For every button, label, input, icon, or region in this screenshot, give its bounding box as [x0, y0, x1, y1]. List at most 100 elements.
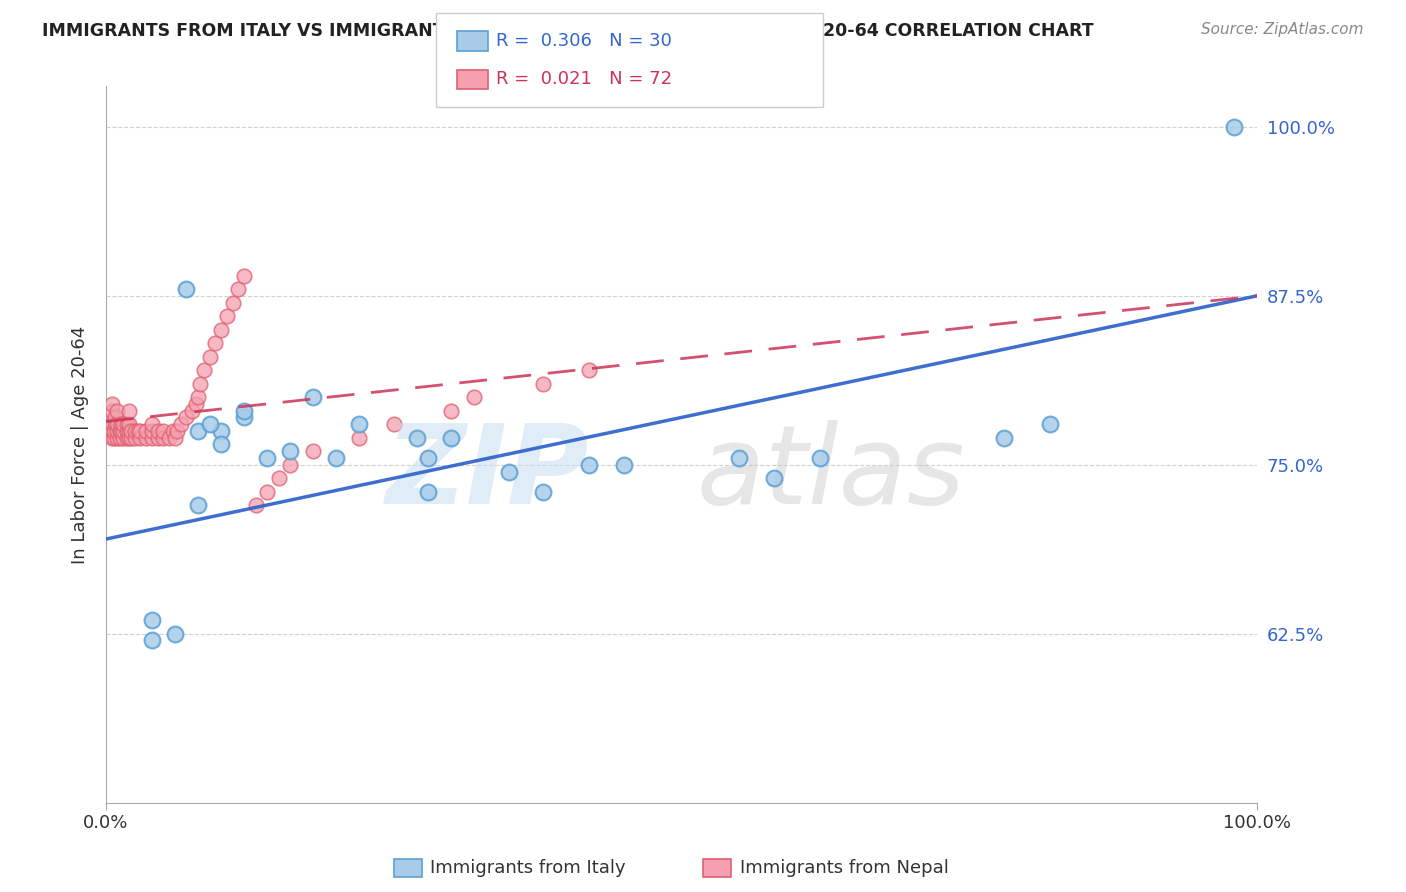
- Point: [1039, 417, 1062, 432]
- Point: [578, 458, 600, 472]
- Point: [115, 417, 138, 432]
- Point: [135, 424, 157, 438]
- Point: [152, 431, 174, 445]
- Point: [209, 424, 232, 438]
- Point: [278, 444, 301, 458]
- Point: [221, 295, 243, 310]
- Point: [198, 350, 221, 364]
- Point: [100, 403, 122, 417]
- Point: [157, 431, 180, 445]
- Point: [112, 417, 135, 432]
- Point: [325, 450, 347, 465]
- Point: [498, 465, 520, 479]
- Point: [141, 424, 163, 438]
- Point: [112, 424, 135, 438]
- Point: [187, 424, 209, 438]
- Point: [129, 431, 152, 445]
- Point: [127, 424, 149, 438]
- Point: [163, 626, 186, 640]
- Text: ZIP: ZIP: [385, 419, 589, 526]
- Point: [135, 431, 157, 445]
- Point: [1223, 120, 1246, 134]
- Point: [531, 484, 554, 499]
- Point: [107, 403, 129, 417]
- Point: [176, 410, 198, 425]
- Point: [104, 417, 127, 432]
- Point: [728, 450, 751, 465]
- Point: [124, 431, 146, 445]
- Point: [418, 450, 440, 465]
- Text: Source: ZipAtlas.com: Source: ZipAtlas.com: [1201, 22, 1364, 37]
- Point: [198, 417, 221, 432]
- Point: [993, 431, 1015, 445]
- Point: [181, 403, 204, 417]
- Point: [115, 431, 138, 445]
- Point: [100, 397, 122, 411]
- Point: [100, 424, 122, 438]
- Point: [146, 424, 169, 438]
- Text: R =  0.306   N = 30: R = 0.306 N = 30: [496, 32, 672, 50]
- Point: [440, 403, 463, 417]
- Text: R =  0.021   N = 72: R = 0.021 N = 72: [496, 70, 672, 88]
- Point: [418, 484, 440, 499]
- Point: [152, 424, 174, 438]
- Point: [141, 417, 163, 432]
- Point: [256, 484, 278, 499]
- Y-axis label: In Labor Force | Age 20-64: In Labor Force | Age 20-64: [72, 326, 89, 564]
- Point: [163, 431, 186, 445]
- Point: [278, 458, 301, 472]
- Point: [118, 431, 141, 445]
- Point: [188, 376, 211, 391]
- Point: [184, 397, 207, 411]
- Point: [103, 424, 125, 438]
- Point: [146, 431, 169, 445]
- Point: [347, 431, 370, 445]
- Point: [578, 363, 600, 377]
- Point: [440, 431, 463, 445]
- Point: [103, 431, 125, 445]
- Point: [267, 471, 290, 485]
- Point: [613, 458, 636, 472]
- Point: [209, 323, 232, 337]
- Point: [129, 424, 152, 438]
- Text: IMMIGRANTS FROM ITALY VS IMMIGRANTS FROM NEPAL IN LABOR FORCE | AGE 20-64 CORREL: IMMIGRANTS FROM ITALY VS IMMIGRANTS FROM…: [42, 22, 1094, 40]
- Point: [215, 309, 238, 323]
- Point: [120, 424, 142, 438]
- Point: [141, 633, 163, 648]
- Point: [141, 613, 163, 627]
- Point: [104, 410, 127, 425]
- Point: [382, 417, 405, 432]
- Point: [108, 424, 131, 438]
- Point: [405, 431, 427, 445]
- Point: [209, 437, 232, 451]
- Point: [118, 403, 141, 417]
- Point: [347, 417, 370, 432]
- Point: [100, 431, 122, 445]
- Point: [141, 431, 163, 445]
- Point: [166, 424, 188, 438]
- Point: [226, 282, 249, 296]
- Point: [176, 282, 198, 296]
- Point: [463, 390, 485, 404]
- Point: [204, 336, 226, 351]
- Point: [187, 498, 209, 512]
- Point: [108, 431, 131, 445]
- Point: [107, 424, 129, 438]
- Text: Immigrants from Italy: Immigrants from Italy: [430, 859, 626, 877]
- Point: [120, 431, 142, 445]
- Point: [118, 424, 141, 438]
- Point: [107, 431, 129, 445]
- Point: [110, 424, 132, 438]
- Point: [170, 417, 193, 432]
- Text: Immigrants from Nepal: Immigrants from Nepal: [740, 859, 949, 877]
- Text: atlas: atlas: [697, 419, 966, 526]
- Point: [193, 363, 215, 377]
- Point: [302, 444, 325, 458]
- Point: [187, 390, 209, 404]
- Point: [256, 450, 278, 465]
- Point: [115, 424, 138, 438]
- Point: [531, 376, 554, 391]
- Point: [762, 471, 785, 485]
- Point: [808, 450, 831, 465]
- Point: [233, 410, 256, 425]
